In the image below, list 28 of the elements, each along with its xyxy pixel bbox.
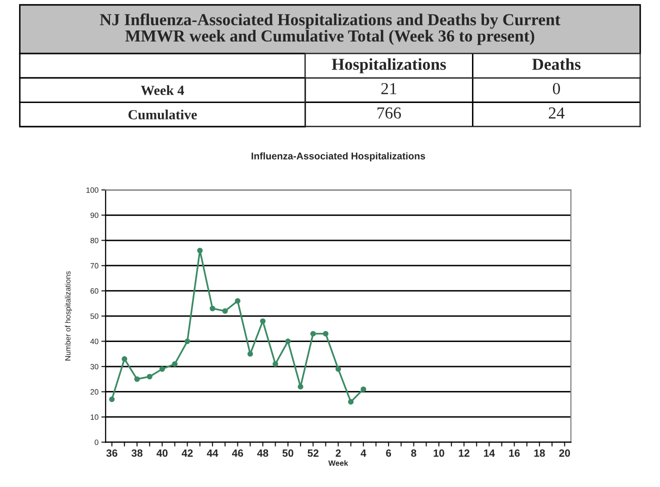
data-label: 21 [381,83,396,94]
data-label: 0 [552,83,560,94]
x-tick-label: 50 [282,449,294,457]
data-label: 766 [378,107,401,119]
x-tick-label: 48 [257,449,268,457]
x-tick-label: 4 [360,450,366,457]
x-tick-label: 16 [509,449,520,457]
data-label: 24 [548,107,565,118]
x-tick-label: 12 [458,449,470,457]
chart-title: Influenza-Associated Hospitalizations [252,152,426,162]
x-tick-label: 8 [411,449,416,457]
x-tick-label: Hospitalizations [332,58,446,74]
y-tick-label: Cumulative [128,110,197,120]
y-tick-label: Week 4 [140,85,184,96]
x-tick-label: Deaths [532,58,581,70]
x-tick-label: 44 [206,450,218,457]
x-tick-label: 2 [336,449,341,457]
x-tick-label: 14 [484,450,495,457]
x-tick-label: 6 [386,449,392,457]
x-tick-label: 20 [559,449,570,457]
x-tick-label: 36 [106,449,118,457]
x-tick-label: 46 [232,449,244,457]
x-tick-label: 10 [434,449,444,457]
x-tick-label: 52 [308,449,318,457]
x-tick-label: 38 [131,449,143,457]
x-tick-label: 18 [534,449,545,457]
x-tick-label: 42 [182,449,193,457]
chart-title: NJ Influenza-Associated Hospitalizations and Deaths by Current MMWR week and Cumulative Total (Week 36 to present) [100,13,560,46]
